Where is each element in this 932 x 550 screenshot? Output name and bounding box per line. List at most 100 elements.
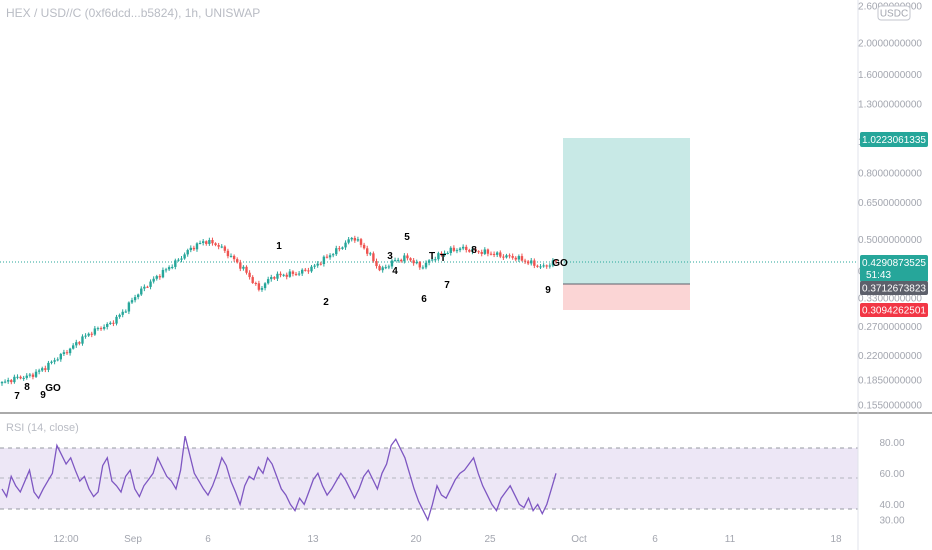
price-tick-label: 0.2700000000 — [858, 322, 922, 333]
candle-body — [381, 267, 384, 271]
candle-body — [533, 260, 536, 266]
candle-body — [109, 322, 112, 324]
candle-body — [335, 248, 338, 255]
wave-label: 9 — [40, 390, 46, 401]
candle-body — [161, 269, 165, 278]
candle-body — [359, 239, 363, 245]
tag-stop-value: 0.3094262501 — [862, 306, 926, 317]
candles-layer — [0, 235, 558, 386]
candle-body — [174, 260, 177, 267]
candle-body — [93, 328, 97, 335]
wave-label: 1 — [276, 241, 282, 252]
candle-body — [25, 375, 28, 378]
candle-body — [130, 300, 134, 303]
candle-body — [294, 273, 298, 275]
candle-body — [384, 267, 387, 269]
candle-body — [22, 377, 25, 379]
candle-body — [192, 247, 196, 250]
candle-body — [443, 253, 446, 255]
candle-body — [396, 259, 400, 261]
candle-body — [455, 250, 459, 252]
loss-zone[interactable] — [563, 284, 690, 310]
candle-body — [276, 273, 279, 279]
candle-body — [232, 255, 236, 260]
candle-body — [6, 380, 10, 382]
candle-body — [545, 265, 548, 267]
candle-body — [158, 276, 162, 278]
candle-body — [257, 283, 261, 290]
tag-countdown: 51:43 — [866, 270, 891, 281]
candle-body — [427, 260, 431, 263]
candle-body — [511, 256, 514, 258]
price-axis[interactable]: 2.60000000002.00000000001.60000000001.30… — [858, 2, 922, 412]
tag-current-value: 0.4290873525 — [862, 258, 926, 269]
candle-body — [301, 269, 304, 274]
wave-label: 7 — [14, 391, 20, 402]
candle-body — [19, 376, 22, 379]
candle-body — [28, 374, 32, 376]
candle-body — [437, 253, 440, 260]
tag-entry: 0.3712673823 — [860, 281, 928, 295]
candle-body — [62, 352, 66, 355]
candle-body — [251, 277, 254, 283]
time-tick-label: 18 — [830, 534, 842, 545]
candle-body — [53, 360, 56, 362]
candle-body — [106, 323, 109, 327]
candle-body — [477, 251, 480, 253]
candle-body — [124, 311, 127, 313]
candle-body — [474, 248, 477, 252]
wave-label: 3 — [387, 251, 393, 262]
candle-body — [183, 254, 186, 259]
candle-body — [551, 260, 555, 266]
candle-body — [248, 272, 251, 278]
candle-body — [291, 271, 295, 274]
candle-body — [489, 253, 493, 255]
rsi-axis[interactable]: 80.00 60.00 40.00 30.00 — [879, 438, 904, 527]
candle-body — [495, 252, 499, 255]
price-tick-label: 0.2200000000 — [858, 351, 922, 362]
candle-body — [279, 273, 282, 276]
candle-body — [372, 253, 375, 262]
time-axis[interactable]: 12:00 Sep 6 13 20 25 Oct 6 11 18 — [53, 534, 842, 545]
profit-zone[interactable] — [563, 138, 690, 284]
candle-body — [59, 354, 63, 360]
candle-body — [167, 267, 171, 270]
tag-entry-value: 0.3712673823 — [862, 284, 926, 295]
candle-body — [412, 260, 415, 264]
candle-body — [341, 247, 344, 249]
rsi-tick-label: 40.00 — [879, 500, 904, 511]
time-tick-label: Oct — [571, 534, 587, 545]
candle-body — [177, 259, 180, 261]
candle-body — [254, 282, 257, 284]
candle-body — [356, 239, 360, 241]
candle-body — [415, 261, 418, 264]
time-tick-label: 11 — [725, 534, 736, 545]
wave-label: 6 — [421, 294, 427, 305]
candle-body — [393, 260, 397, 262]
candle-body — [366, 248, 369, 254]
candle-body — [115, 316, 118, 324]
candle-body — [347, 239, 350, 243]
rsi-tick-label: 60.00 — [879, 469, 904, 480]
candle-body — [136, 294, 140, 298]
candle-body — [127, 302, 131, 312]
candle-body — [446, 252, 449, 254]
candle-body — [322, 256, 326, 265]
candle-body — [37, 370, 41, 372]
candle-body — [362, 244, 366, 249]
candle-body — [424, 262, 428, 268]
candle-body — [266, 279, 270, 284]
candle-body — [56, 359, 59, 361]
candle-body — [492, 253, 496, 255]
candle-body — [548, 265, 552, 267]
time-tick-label: Sep — [124, 534, 142, 545]
tag-target-value: 1.0223061335 — [862, 135, 926, 146]
currency-badge[interactable] — [877, 5, 911, 21]
candle-body — [353, 237, 357, 241]
candle-body — [270, 277, 273, 280]
candle-body — [508, 255, 511, 257]
candle-body — [78, 342, 81, 344]
candle-body — [75, 342, 78, 346]
candle-body — [140, 288, 143, 295]
